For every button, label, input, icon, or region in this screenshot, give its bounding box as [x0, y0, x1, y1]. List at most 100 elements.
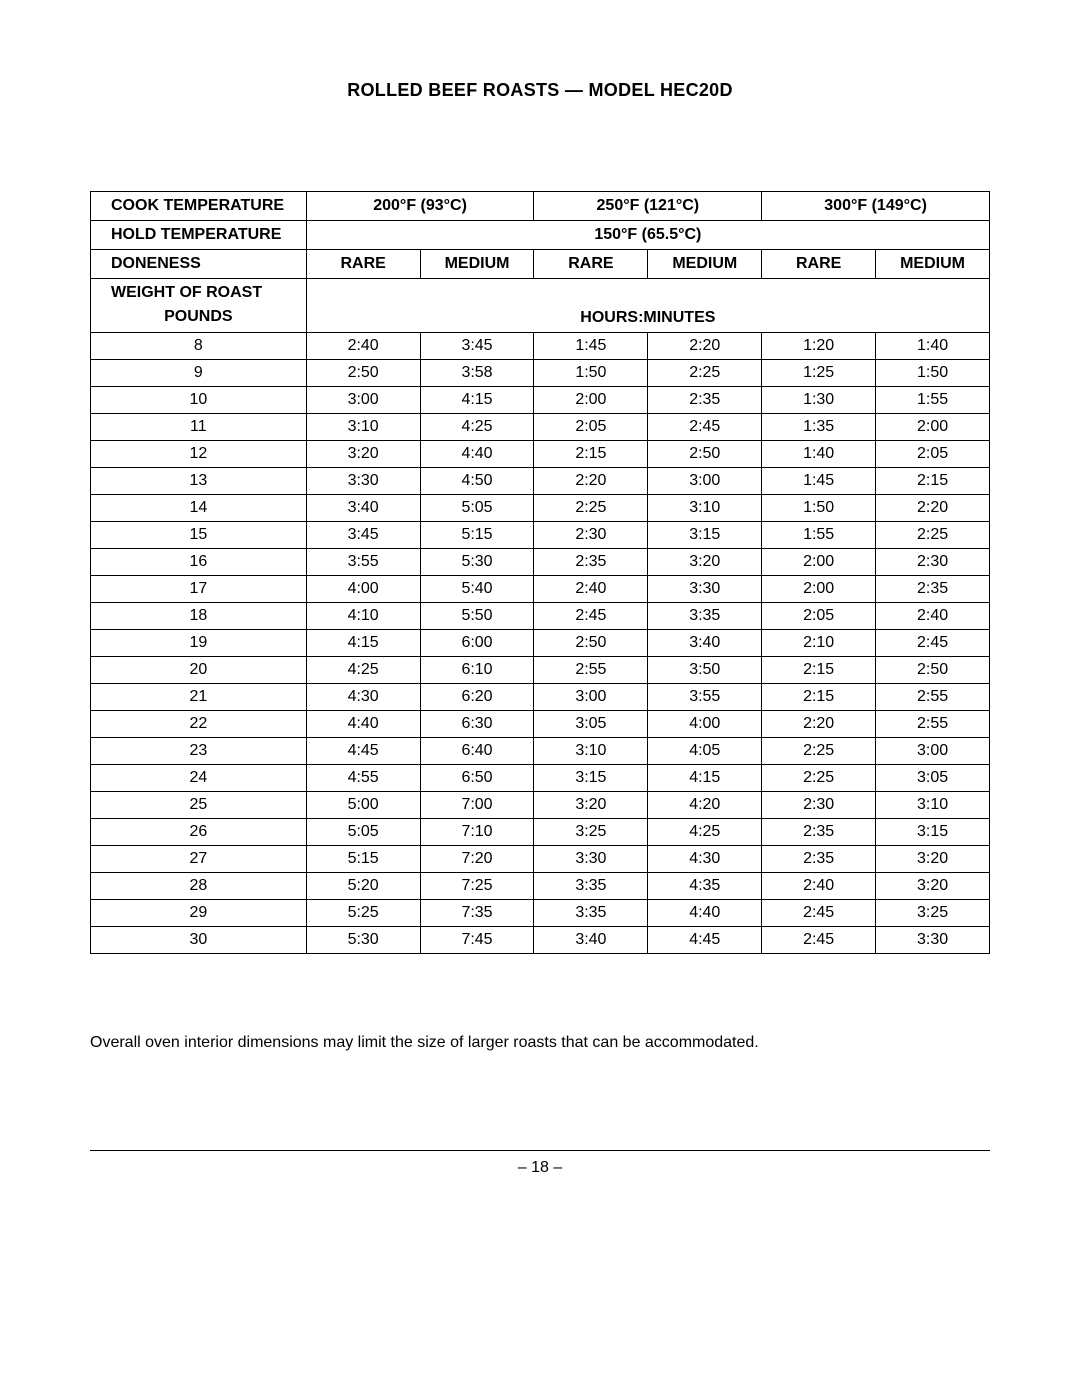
time-cell: 1:50 — [534, 360, 648, 387]
time-cell: 1:45 — [762, 468, 876, 495]
time-cell: 5:15 — [306, 846, 420, 873]
time-cell: 1:25 — [762, 360, 876, 387]
time-cell: 3:30 — [876, 927, 990, 954]
time-cell: 3:40 — [306, 495, 420, 522]
time-cell: 3:00 — [648, 468, 762, 495]
time-cell: 2:45 — [648, 414, 762, 441]
time-cell: 3:00 — [306, 387, 420, 414]
time-cell: 4:00 — [648, 711, 762, 738]
time-cell: 2:50 — [534, 630, 648, 657]
time-cell: 3:05 — [534, 711, 648, 738]
weight-cell: 14 — [91, 495, 307, 522]
time-cell: 3:58 — [420, 360, 534, 387]
weight-cell: 26 — [91, 819, 307, 846]
time-cell: 3:20 — [534, 792, 648, 819]
table-row: 214:306:203:003:552:152:55 — [91, 684, 990, 711]
time-cell: 5:20 — [306, 873, 420, 900]
cook-temp-3: 300°F (149°C) — [762, 192, 990, 221]
time-cell: 7:20 — [420, 846, 534, 873]
time-cell: 3:20 — [306, 441, 420, 468]
doneness-2: MEDIUM — [420, 250, 534, 279]
time-cell: 4:45 — [306, 738, 420, 765]
time-cell: 4:15 — [648, 765, 762, 792]
table-row: 275:157:203:304:302:353:20 — [91, 846, 990, 873]
time-cell: 4:30 — [306, 684, 420, 711]
blank — [306, 279, 989, 305]
weight-cell: 17 — [91, 576, 307, 603]
time-cell: 1:30 — [762, 387, 876, 414]
time-cell: 2:00 — [762, 549, 876, 576]
time-cell: 2:40 — [876, 603, 990, 630]
time-cell: 3:25 — [876, 900, 990, 927]
table-row: 174:005:402:403:302:002:35 — [91, 576, 990, 603]
time-cell: 4:40 — [306, 711, 420, 738]
time-cell: 3:00 — [876, 738, 990, 765]
time-cell: 3:10 — [534, 738, 648, 765]
time-cell: 5:30 — [420, 549, 534, 576]
time-cell: 2:25 — [534, 495, 648, 522]
time-cell: 2:05 — [762, 603, 876, 630]
time-cell: 2:40 — [762, 873, 876, 900]
time-cell: 3:35 — [534, 900, 648, 927]
cook-temp-label: COOK TEMPERATURE — [91, 192, 307, 221]
time-cell: 5:40 — [420, 576, 534, 603]
hours-minutes-label: HOURS:MINUTES — [306, 304, 989, 333]
time-cell: 7:25 — [420, 873, 534, 900]
weight-cell: 13 — [91, 468, 307, 495]
weight-cell: 29 — [91, 900, 307, 927]
time-cell: 2:05 — [876, 441, 990, 468]
weight-label: WEIGHT OF ROAST — [91, 279, 307, 305]
time-cell: 2:55 — [534, 657, 648, 684]
time-cell: 1:35 — [762, 414, 876, 441]
time-cell: 7:10 — [420, 819, 534, 846]
table-row: 285:207:253:354:352:403:20 — [91, 873, 990, 900]
time-cell: 3:20 — [876, 846, 990, 873]
time-cell: 2:55 — [876, 711, 990, 738]
time-cell: 3:15 — [648, 522, 762, 549]
weight-cell: 20 — [91, 657, 307, 684]
time-cell: 4:05 — [648, 738, 762, 765]
time-cell: 4:45 — [648, 927, 762, 954]
time-cell: 4:25 — [420, 414, 534, 441]
time-cell: 3:10 — [306, 414, 420, 441]
weight-cell: 28 — [91, 873, 307, 900]
time-cell: 2:35 — [762, 846, 876, 873]
time-cell: 4:50 — [420, 468, 534, 495]
table-row: 234:456:403:104:052:253:00 — [91, 738, 990, 765]
footnote-text: Overall oven interior dimensions may lim… — [90, 1034, 990, 1052]
pounds-label: POUNDS — [91, 304, 307, 333]
table-row: 255:007:003:204:202:303:10 — [91, 792, 990, 819]
time-cell: 2:45 — [762, 900, 876, 927]
time-cell: 3:55 — [306, 549, 420, 576]
time-cell: 3:55 — [648, 684, 762, 711]
time-cell: 6:20 — [420, 684, 534, 711]
time-cell: 5:15 — [420, 522, 534, 549]
time-cell: 2:50 — [306, 360, 420, 387]
time-cell: 2:45 — [762, 927, 876, 954]
cook-time-table: COOK TEMPERATURE 200°F (93°C) 250°F (121… — [90, 191, 990, 954]
time-cell: 4:30 — [648, 846, 762, 873]
time-cell: 1:20 — [762, 333, 876, 360]
weight-cell: 11 — [91, 414, 307, 441]
time-cell: 6:40 — [420, 738, 534, 765]
table-row: 204:256:102:553:502:152:50 — [91, 657, 990, 684]
time-cell: 3:15 — [534, 765, 648, 792]
time-cell: 2:55 — [876, 684, 990, 711]
time-cell: 2:50 — [876, 657, 990, 684]
time-cell: 3:00 — [534, 684, 648, 711]
time-cell: 2:05 — [534, 414, 648, 441]
time-cell: 2:50 — [648, 441, 762, 468]
time-cell: 2:35 — [648, 387, 762, 414]
weight-cell: 18 — [91, 603, 307, 630]
time-cell: 2:45 — [876, 630, 990, 657]
weight-cell: 10 — [91, 387, 307, 414]
table-row: 103:004:152:002:351:301:55 — [91, 387, 990, 414]
time-cell: 5:25 — [306, 900, 420, 927]
time-cell: 2:25 — [648, 360, 762, 387]
weight-cell: 12 — [91, 441, 307, 468]
time-cell: 6:50 — [420, 765, 534, 792]
time-cell: 6:00 — [420, 630, 534, 657]
time-cell: 3:45 — [420, 333, 534, 360]
table-row: 194:156:002:503:402:102:45 — [91, 630, 990, 657]
time-cell: 2:15 — [762, 657, 876, 684]
